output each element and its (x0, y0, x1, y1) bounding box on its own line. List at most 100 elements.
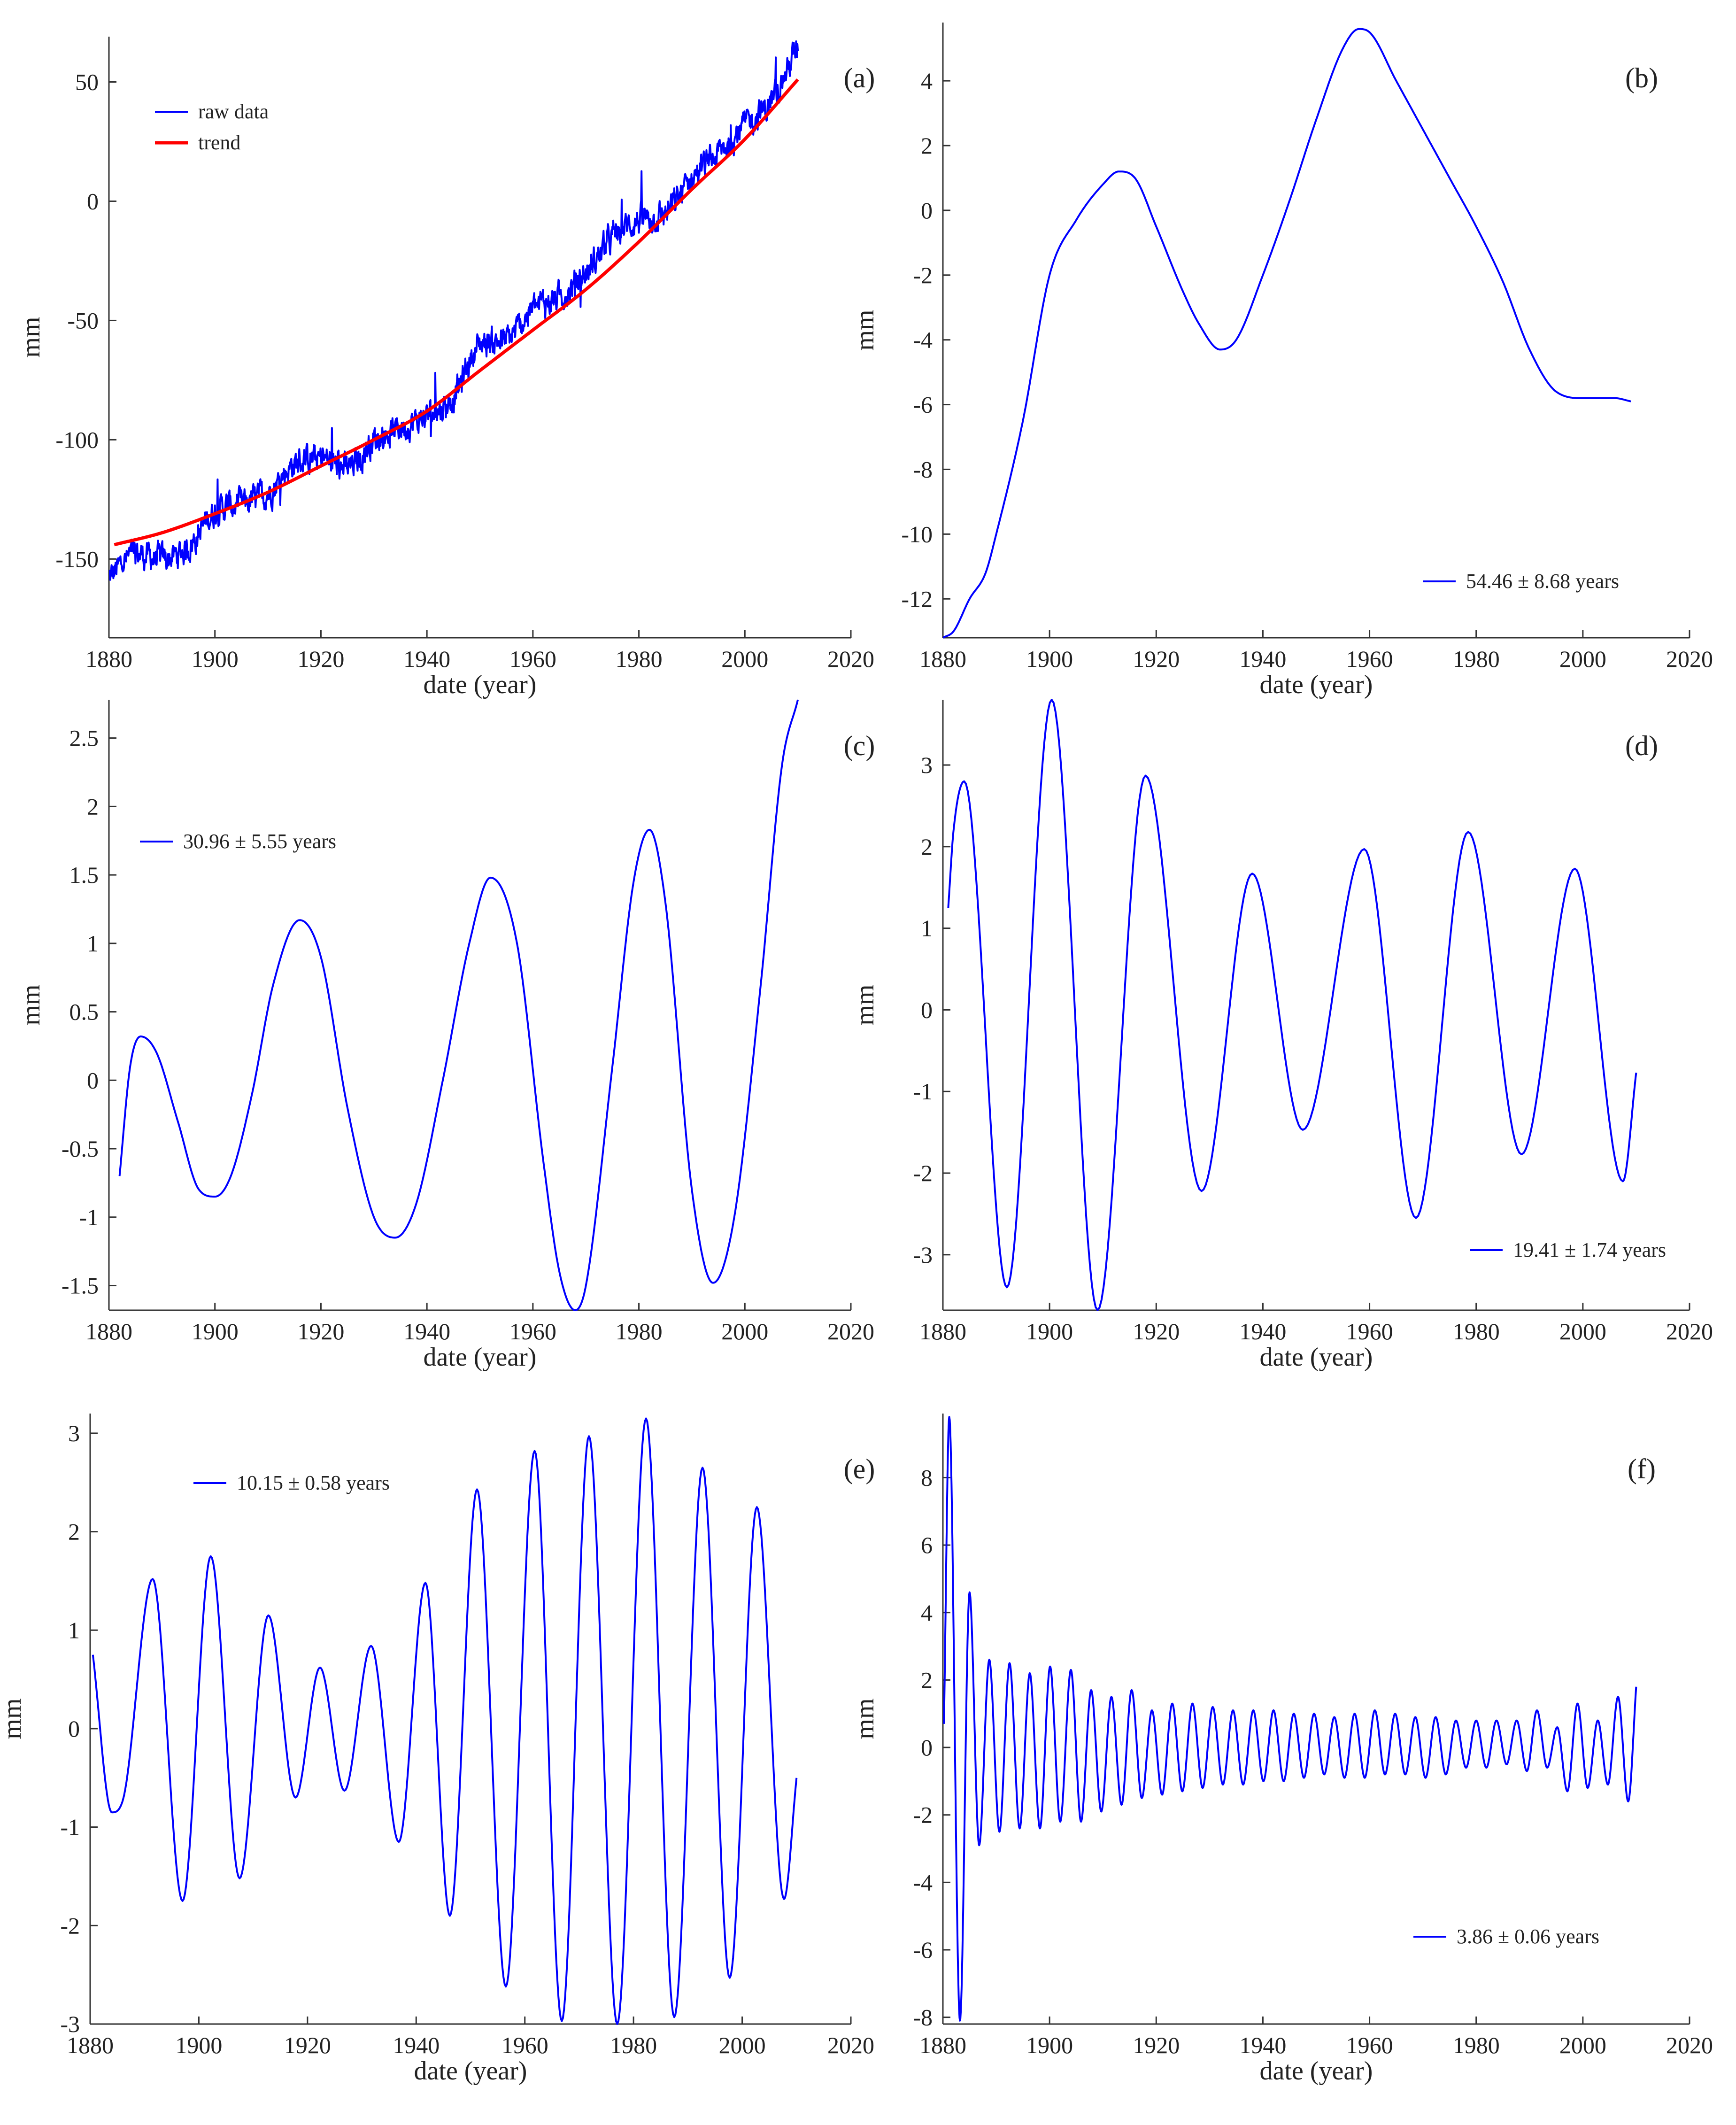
x-tick-label: 2020 (1666, 646, 1713, 672)
panel-label: (d) (1625, 730, 1658, 761)
y-tick-label: -3 (913, 1242, 933, 1268)
x-tick-label: 1900 (1026, 2032, 1073, 2058)
y-tick-label: -50 (67, 307, 99, 333)
x-tick-label: 1920 (297, 646, 344, 672)
y-axis-title: mm (850, 309, 880, 350)
y-axis-title: mm (16, 317, 46, 357)
x-tick-label: 2000 (1559, 2032, 1606, 2058)
x-axis-title: date (year) (414, 2056, 527, 2086)
x-axis-title: date (year) (1260, 1343, 1373, 1372)
x-tick-label: 2000 (1559, 1318, 1606, 1345)
x-tick-label: 1960 (502, 2032, 548, 2058)
y-tick-label: 0 (921, 1734, 933, 1761)
y-tick-label: 3 (68, 1420, 80, 1446)
y-tick-label: 2 (68, 1519, 80, 1545)
x-tick-label: 1920 (1133, 1318, 1180, 1345)
series-line-10-15-0-58-years (92, 1417, 798, 2025)
panel-label: (c) (844, 730, 875, 761)
x-tick-label: 2000 (719, 2032, 766, 2058)
legend-label: 54.46 ± 8.68 years (1466, 570, 1619, 593)
x-tick-label: 1980 (1453, 2032, 1500, 2058)
x-tick-label: 1880 (85, 646, 132, 672)
y-tick-label: -1 (913, 1078, 933, 1105)
x-tick-label: 2000 (721, 1318, 768, 1345)
y-tick-label: 0 (921, 197, 933, 224)
y-tick-label: -1 (79, 1204, 99, 1230)
series-line-54-46-8-68-years (943, 28, 1631, 639)
y-tick-label: 2.5 (69, 725, 99, 751)
series-line-3-86-0-06-years (943, 1416, 1637, 2022)
legend-label: raw data (198, 100, 269, 123)
y-tick-label: 0 (921, 997, 933, 1023)
y-tick-label: 1 (87, 930, 99, 957)
x-tick-label: 1940 (403, 646, 450, 672)
y-tick-label: 0 (87, 1067, 99, 1093)
x-tick-label: 1960 (509, 646, 556, 672)
x-axis-title: date (year) (1260, 2056, 1373, 2086)
legend: raw data trend (155, 100, 269, 154)
y-tick-label: -10 (901, 521, 933, 547)
y-tick-label: 1 (921, 915, 933, 942)
x-axis-title: date (year) (424, 670, 537, 699)
x-tick-label: 2020 (1666, 2032, 1713, 2058)
x-axis-title: date (year) (424, 1343, 537, 1372)
x-tick-label: 1940 (1239, 646, 1286, 672)
x-tick-label: 1960 (509, 1318, 556, 1345)
x-tick-label: 1940 (393, 2032, 440, 2058)
x-tick-label: 1900 (192, 1318, 239, 1345)
panel-d: 1880 1900 1920 1940 1960 1980 2000 2020 -3 -2 -1 0 1… (850, 699, 1713, 1372)
x-tick-label: 1960 (1346, 646, 1393, 672)
panel-f: 1880 1900 1920 1940 1960 1980 2000 2020 -8 -6 -4 -2… (850, 1414, 1713, 2086)
x-tick-label: 2020 (1666, 1318, 1713, 1345)
y-tick-label: 4 (921, 68, 933, 94)
x-tick-label: 1900 (175, 2032, 222, 2058)
y-tick-label: -6 (913, 1937, 933, 1963)
x-tick-label: 1920 (297, 1318, 344, 1345)
y-axis-title: mm (850, 984, 880, 1025)
y-tick-label: 4 (921, 1600, 933, 1626)
x-tick-label: 1960 (1346, 1318, 1393, 1345)
y-tick-label: -3 (60, 2011, 80, 2037)
y-tick-label: -8 (913, 2004, 933, 2031)
panel-label: (a) (844, 62, 875, 93)
legend: 10.15 ± 0.58 years (193, 1471, 390, 1494)
y-tick-label: -12 (901, 586, 933, 612)
legend-label: trend (198, 131, 240, 154)
y-tick-label: -150 (55, 546, 99, 572)
panel-label: (b) (1625, 62, 1658, 93)
x-tick-label: 1980 (616, 1318, 663, 1345)
x-tick-label: 1960 (1346, 2032, 1393, 2058)
y-tick-label: 50 (75, 69, 99, 95)
y-tick-label: 1 (68, 1617, 80, 1643)
legend: 54.46 ± 8.68 years (1423, 570, 1619, 593)
legend-label: 30.96 ± 5.55 years (183, 830, 336, 853)
y-tick-label: 2 (87, 793, 99, 819)
panel-label: (e) (844, 1453, 875, 1484)
y-tick-label: 0.5 (69, 999, 99, 1025)
x-tick-label: 1920 (284, 2032, 331, 2058)
legend: 3.86 ± 0.06 years (1413, 1925, 1599, 1948)
y-tick-label: -4 (913, 327, 933, 353)
y-tick-label: -8 (913, 456, 933, 482)
y-tick-label: -0.5 (62, 1136, 99, 1162)
panel-a: 1880 1900 1920 1940 1960 1980 2000 2020 -150 -100… (16, 37, 875, 699)
legend-label: 3.86 ± 0.06 years (1457, 1925, 1599, 1948)
panel-label: (f) (1628, 1453, 1656, 1484)
x-tick-label: 2020 (827, 646, 874, 672)
x-tick-label: 2000 (1559, 646, 1606, 672)
y-tick-label: 0 (87, 188, 99, 214)
y-tick-label: 0 (68, 1715, 80, 1742)
y-tick-label: -2 (913, 1160, 933, 1186)
y-tick-label: 2 (921, 834, 933, 860)
y-tick-label: -2 (913, 1802, 933, 1828)
x-tick-label: 1980 (610, 2032, 657, 2058)
x-tick-label: 1940 (1239, 2032, 1286, 2058)
x-tick-label: 1980 (616, 646, 663, 672)
x-tick-label: 1940 (1239, 1318, 1286, 1345)
x-tick-label: 1920 (1133, 2032, 1180, 2058)
legend: 19.41 ± 1.74 years (1470, 1238, 1666, 1261)
panel-b: 1880 1900 1920 1940 1960 1980 2000 2020 -12 -10 -8… (850, 23, 1713, 699)
y-tick-label: -6 (913, 392, 933, 418)
x-tick-label: 1920 (1133, 646, 1180, 672)
